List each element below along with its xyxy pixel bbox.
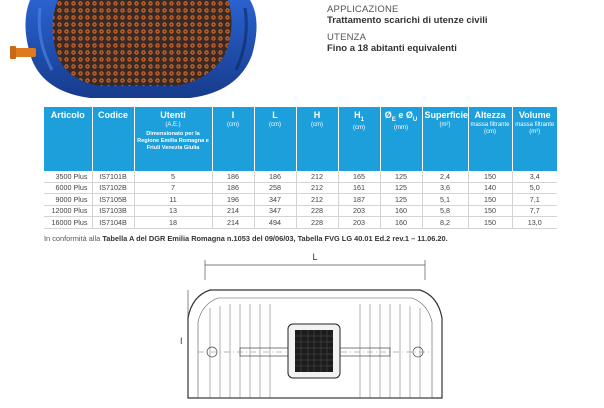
info-block: APPLICAZIONE Trattamento scarichi di ute… [327,4,597,60]
cell: 150 [468,205,513,217]
cell: 186 [212,171,255,183]
cell: 494 [254,216,297,229]
usage-value: Fino a 18 abitanti equivalenti [327,43,457,54]
col-header-volume: Volume massa filtrante (m³) [512,107,557,171]
dim-length-label: L [312,252,317,262]
table-row: 3500 Plus IS7101B 5 186 186 212 165 125 … [44,171,557,183]
cell: 160 [380,216,423,229]
cell: 228 [296,205,339,217]
cell: 212 [296,182,339,194]
col-header-articolo: Articolo [44,107,93,171]
cell: 6000 Plus [44,182,93,194]
col-header-l: L (cm) [254,107,297,171]
cell: 7,1 [512,193,557,206]
table-row: 6000 Plus IS7102B 7 186 258 212 161 125 … [44,182,557,194]
col-header-superficie: Superficie (m²) [422,107,469,171]
cell: 150 [468,171,513,183]
cell: 228 [296,216,339,229]
cell: 212 [296,171,339,183]
col-header-codice: Codice [92,107,135,171]
col-header-h: H (cm) [296,107,339,171]
cell: 3,6 [422,182,469,194]
cell: 203 [338,205,381,217]
cell: 18 [134,216,213,229]
cell: 2,4 [422,171,469,183]
technical-drawing: L I [180,248,450,403]
cell: 7,7 [512,205,557,217]
cell: 150 [468,193,513,206]
cell: 9000 Plus [44,193,93,206]
cell: 347 [254,193,297,206]
col-header-h1: H1 (cm) [338,107,381,171]
table-row: 12000 Plus IS7103B 13 214 347 228 203 16… [44,205,557,217]
application-value: Trattamento scarichi di utenze civili [327,15,488,26]
cell: 165 [338,171,381,183]
table-header-row: Articolo Codice Utenti (A.E.) Dimensiona… [44,107,557,171]
cell: 5,8 [422,205,469,217]
usage-label: UTENZA [327,32,367,43]
cell: 187 [338,193,381,206]
cell: 13 [134,205,213,217]
product-photo [0,0,262,100]
col-header-diameters: ØE e ØU (mm) [380,107,423,171]
cell: IS7103B [92,205,135,217]
cell: 3,4 [512,171,557,183]
cell: 347 [254,205,297,217]
cell: 203 [338,216,381,229]
cell: 13,0 [512,216,557,229]
conformity-note: In conformità alla Tabella A del DGR Emi… [44,234,448,243]
cell: 160 [380,205,423,217]
cell: 5,0 [512,182,557,194]
cell: 3500 Plus [44,171,93,183]
cell: 161 [338,182,381,194]
cell: 150 [468,216,513,229]
application-label: APPLICAZIONE [327,4,399,15]
cell: 140 [468,182,513,194]
cell: 186 [212,182,255,194]
cell: 7 [134,182,213,194]
cell: 125 [380,193,423,206]
col-header-utenti: Utenti (A.E.) Dimensionato per la Region… [134,107,213,171]
cell: 214 [212,205,255,217]
cell: 258 [254,182,297,194]
cell: 11 [134,193,213,206]
cell: 125 [380,171,423,183]
cell: 8,2 [422,216,469,229]
cell: 214 [212,216,255,229]
cell: IS7101B [92,171,135,183]
cell: IS7102B [92,182,135,194]
col-header-i: I (cm) [212,107,255,171]
table-row: 16000 Plus IS7104B 18 214 494 228 203 16… [44,216,557,229]
cell: 212 [296,193,339,206]
cell: 5 [134,171,213,183]
cell: 125 [380,182,423,194]
cell: 186 [254,171,297,183]
dim-width-label: I [180,336,183,346]
cell: 196 [212,193,255,206]
cell: 5,1 [422,193,469,206]
cell: 12000 Plus [44,205,93,217]
specs-table: Articolo Codice Utenti (A.E.) Dimensiona… [44,107,557,229]
table-row: 9000 Plus IS7105B 11 196 347 212 187 125… [44,193,557,206]
col-header-altezza: Altezza massa filtrante (cm) [468,107,513,171]
cell: IS7104B [92,216,135,229]
cell: 16000 Plus [44,216,93,229]
cell: IS7105B [92,193,135,206]
